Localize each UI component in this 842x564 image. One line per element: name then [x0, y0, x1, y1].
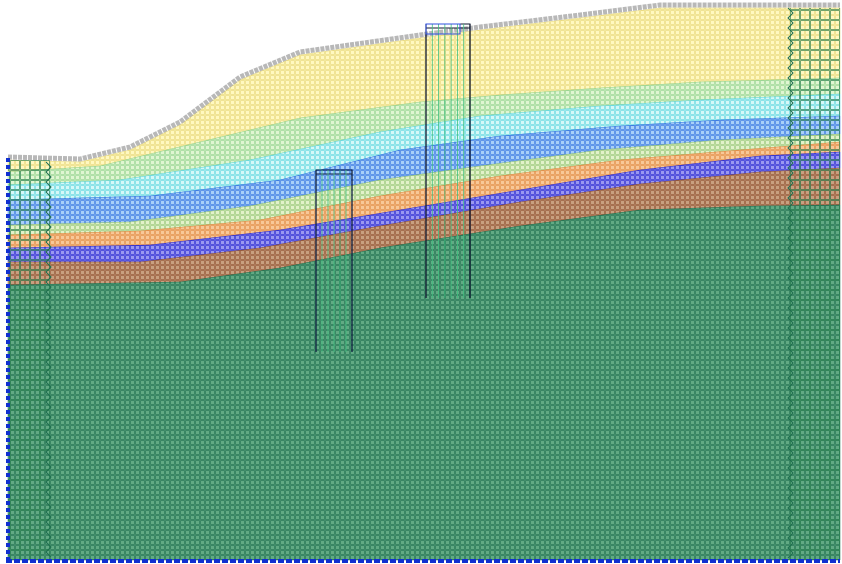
- left-boundary-column: [8, 160, 50, 560]
- right-boundary-column: [790, 8, 840, 560]
- mesh-view: [0, 0, 842, 564]
- page: (() => { const data = JSON.parse(documen…: [0, 0, 842, 564]
- soil-layers: [8, 5, 840, 560]
